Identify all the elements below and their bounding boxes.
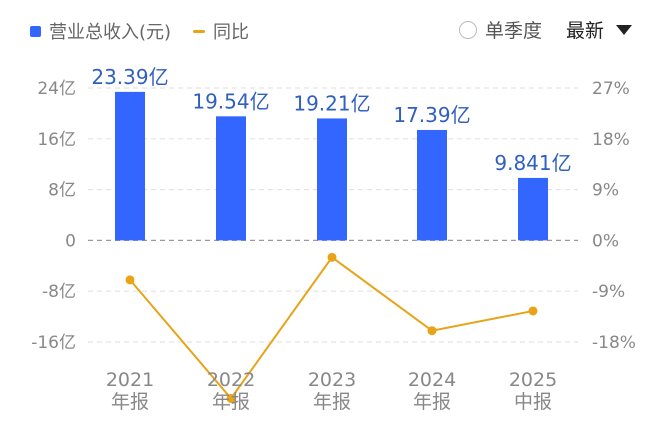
revenue-bar xyxy=(216,116,246,241)
revenue-bar xyxy=(115,91,145,241)
legend: 营业总收入(元) 同比 xyxy=(30,18,271,44)
x-tick-label: 2022 年报 xyxy=(207,369,255,413)
quarter-radio-label[interactable]: 单季度 xyxy=(484,20,542,42)
yoy-point xyxy=(427,326,437,336)
x-tick-label: 2021 年报 xyxy=(106,369,154,413)
revenue-bar xyxy=(317,118,347,241)
yoy-point xyxy=(528,306,538,316)
x-tick-label: 2025 中报 xyxy=(509,369,557,413)
legend-item-revenue[interactable]: 营业总收入(元) xyxy=(30,18,171,44)
revenue-bar xyxy=(417,129,447,241)
y-right-tick-label: 9% xyxy=(592,181,619,201)
y-left-tick-label: -16亿 xyxy=(31,333,76,353)
x-tick-label: 2024 年报 xyxy=(408,369,456,413)
y-left-tick-label: 16亿 xyxy=(37,130,76,150)
bar-data-label: 23.39亿 xyxy=(91,65,168,89)
dropdown-caret-icon[interactable] xyxy=(616,24,632,35)
y-right-tick-label: -9% xyxy=(592,282,625,302)
y-left-tick-label: 0 xyxy=(65,231,76,251)
legend-label-yoy: 同比 xyxy=(213,22,250,43)
y-left-tick-label: 24亿 xyxy=(37,79,76,99)
bar-data-label: 19.21亿 xyxy=(293,91,370,115)
yoy-point xyxy=(226,393,236,403)
revenue-bar xyxy=(518,177,548,241)
sort-dropdown-label[interactable]: 最新 xyxy=(565,20,604,42)
bar-swatch-icon xyxy=(30,25,41,37)
x-tick-label: 2023 年报 xyxy=(308,369,356,413)
y-right-tick-label: 18% xyxy=(592,130,630,150)
y-left-tick-label: -8亿 xyxy=(42,282,76,302)
line-swatch-icon xyxy=(193,29,206,33)
y-left-tick-label: 8亿 xyxy=(48,181,76,201)
yoy-point xyxy=(327,252,337,262)
quarter-radio[interactable] xyxy=(458,20,477,39)
y-right-tick-label: 0% xyxy=(592,231,619,251)
bar-data-label: 17.39亿 xyxy=(393,103,470,127)
legend-item-yoy[interactable]: 同比 xyxy=(193,18,249,44)
legend-label-revenue: 营业总收入(元) xyxy=(49,22,172,43)
y-right-tick-label: -18% xyxy=(592,333,636,353)
bar-data-label: 9.841亿 xyxy=(494,151,571,175)
yoy-point xyxy=(125,275,135,285)
y-right-tick-label: 27% xyxy=(592,79,630,99)
chart-controls: 单季度 最新 xyxy=(458,16,632,43)
chart-header: 营业总收入(元) 同比 单季度 最新 xyxy=(0,0,660,60)
bar-data-label: 19.54亿 xyxy=(192,89,269,113)
